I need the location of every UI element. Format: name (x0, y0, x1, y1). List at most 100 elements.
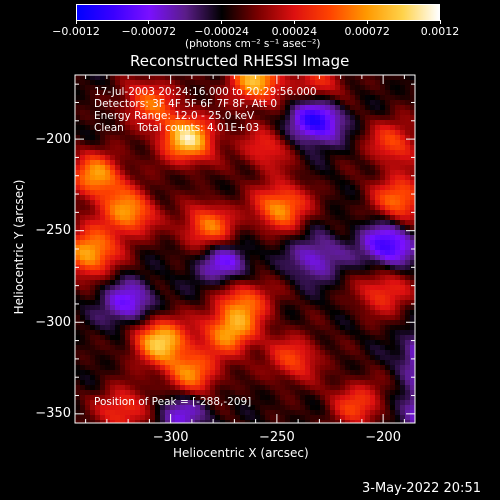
heatmap-cell (305, 130, 311, 136)
heatmap-cell (100, 90, 106, 96)
heatmap-cell (130, 95, 136, 101)
heatmap-cell (330, 155, 336, 161)
heatmap-cell (165, 260, 171, 266)
heatmap-cell (300, 155, 306, 161)
heatmap-cell (170, 250, 176, 256)
heatmap-cell (355, 155, 361, 161)
heatmap-cell (185, 260, 191, 266)
heatmap-cell (320, 295, 326, 301)
heatmap-cell (320, 255, 326, 261)
heatmap-cell (195, 275, 201, 281)
heatmap-cell (95, 410, 101, 416)
heatmap-cell (280, 230, 286, 236)
heatmap-cell (100, 215, 106, 221)
heatmap-cell (390, 375, 396, 381)
heatmap-cell (95, 325, 101, 331)
heatmap-cell (105, 150, 111, 156)
heatmap-cell (295, 305, 301, 311)
heatmap-cell (260, 400, 266, 406)
heatmap-cell (85, 325, 91, 331)
heatmap-cell (300, 175, 306, 181)
heatmap-cell (370, 225, 376, 231)
heatmap-cell (305, 240, 311, 246)
heatmap-cell (255, 310, 261, 316)
heatmap-cell (250, 415, 256, 421)
heatmap-cell (300, 75, 306, 81)
heatmap-cell (75, 195, 81, 201)
heatmap-cell (180, 300, 186, 306)
heatmap-cell (305, 205, 311, 211)
heatmap-cell (345, 175, 351, 181)
heatmap-cell (220, 235, 226, 241)
heatmap-cell (125, 160, 131, 166)
heatmap-cell (390, 180, 396, 186)
heatmap-cell (295, 370, 301, 376)
heatmap-cell (165, 340, 171, 346)
heatmap-cell (255, 215, 261, 221)
heatmap-cell (95, 245, 101, 251)
heatmap-cell (400, 145, 406, 151)
heatmap-cell (225, 360, 231, 366)
heatmap-cell (210, 350, 216, 356)
heatmap-cell (245, 120, 251, 126)
heatmap-cell (275, 340, 281, 346)
heatmap-cell (280, 210, 286, 216)
heatmap-cell (315, 80, 321, 86)
heatmap-cell (255, 80, 261, 86)
heatmap-cell (390, 140, 396, 146)
heatmap-cell (230, 220, 236, 226)
heatmap-cell (280, 420, 286, 423)
heatmap-cell (135, 225, 141, 231)
heatmap-cell (215, 190, 221, 196)
heatmap-cell (95, 190, 101, 196)
heatmap-cell (300, 105, 306, 111)
heatmap-cell (145, 165, 151, 171)
heatmap-cell (135, 270, 141, 276)
heatmap-cell (350, 95, 356, 101)
heatmap-cell (85, 320, 91, 326)
heatmap-cell (205, 420, 211, 423)
heatmap-cell (250, 395, 256, 401)
heatmap-cell (280, 315, 286, 321)
heatmap-cell (95, 405, 101, 411)
heatmap-cell (315, 240, 321, 246)
heatmap-cell (395, 340, 401, 346)
heatmap-cell (115, 350, 121, 356)
heatmap-cell (175, 245, 181, 251)
heatmap-cell (320, 215, 326, 221)
heatmap-cell (130, 290, 136, 296)
heatmap-cell (225, 320, 231, 326)
heatmap-cell (200, 80, 206, 86)
heatmap-cell (140, 325, 146, 331)
heatmap-cell (230, 85, 236, 91)
heatmap-cell (405, 360, 411, 366)
heatmap-cell (405, 150, 411, 156)
heatmap-cell (90, 265, 96, 271)
heatmap-cell (325, 90, 331, 96)
heatmap-cell (385, 335, 391, 341)
heatmap-cell (355, 405, 361, 411)
colorbar-tick-mark (148, 20, 150, 24)
heatmap-cell (315, 280, 321, 286)
heatmap-cell (240, 300, 246, 306)
heatmap-cell (280, 140, 286, 146)
heatmap-cell (295, 170, 301, 176)
heatmap-cell (260, 335, 266, 341)
heatmap-cell (190, 355, 196, 361)
heatmap-cell (295, 165, 301, 171)
heatmap-cell (240, 420, 246, 423)
heatmap-cell (85, 415, 91, 421)
heatmap-cell (140, 90, 146, 96)
heatmap-cell (100, 355, 106, 361)
heatmap-cell (330, 220, 336, 226)
heatmap-cell (100, 385, 106, 391)
heatmap-cell (130, 235, 136, 241)
heatmap-cell (155, 165, 161, 171)
heatmap-cell (300, 370, 306, 376)
heatmap-cell (255, 120, 261, 126)
heatmap-cell (125, 215, 131, 221)
heatmap-cell (200, 75, 206, 81)
heatmap-cell (315, 370, 321, 376)
heatmap-cell (345, 100, 351, 106)
heatmap-cell (105, 330, 111, 336)
